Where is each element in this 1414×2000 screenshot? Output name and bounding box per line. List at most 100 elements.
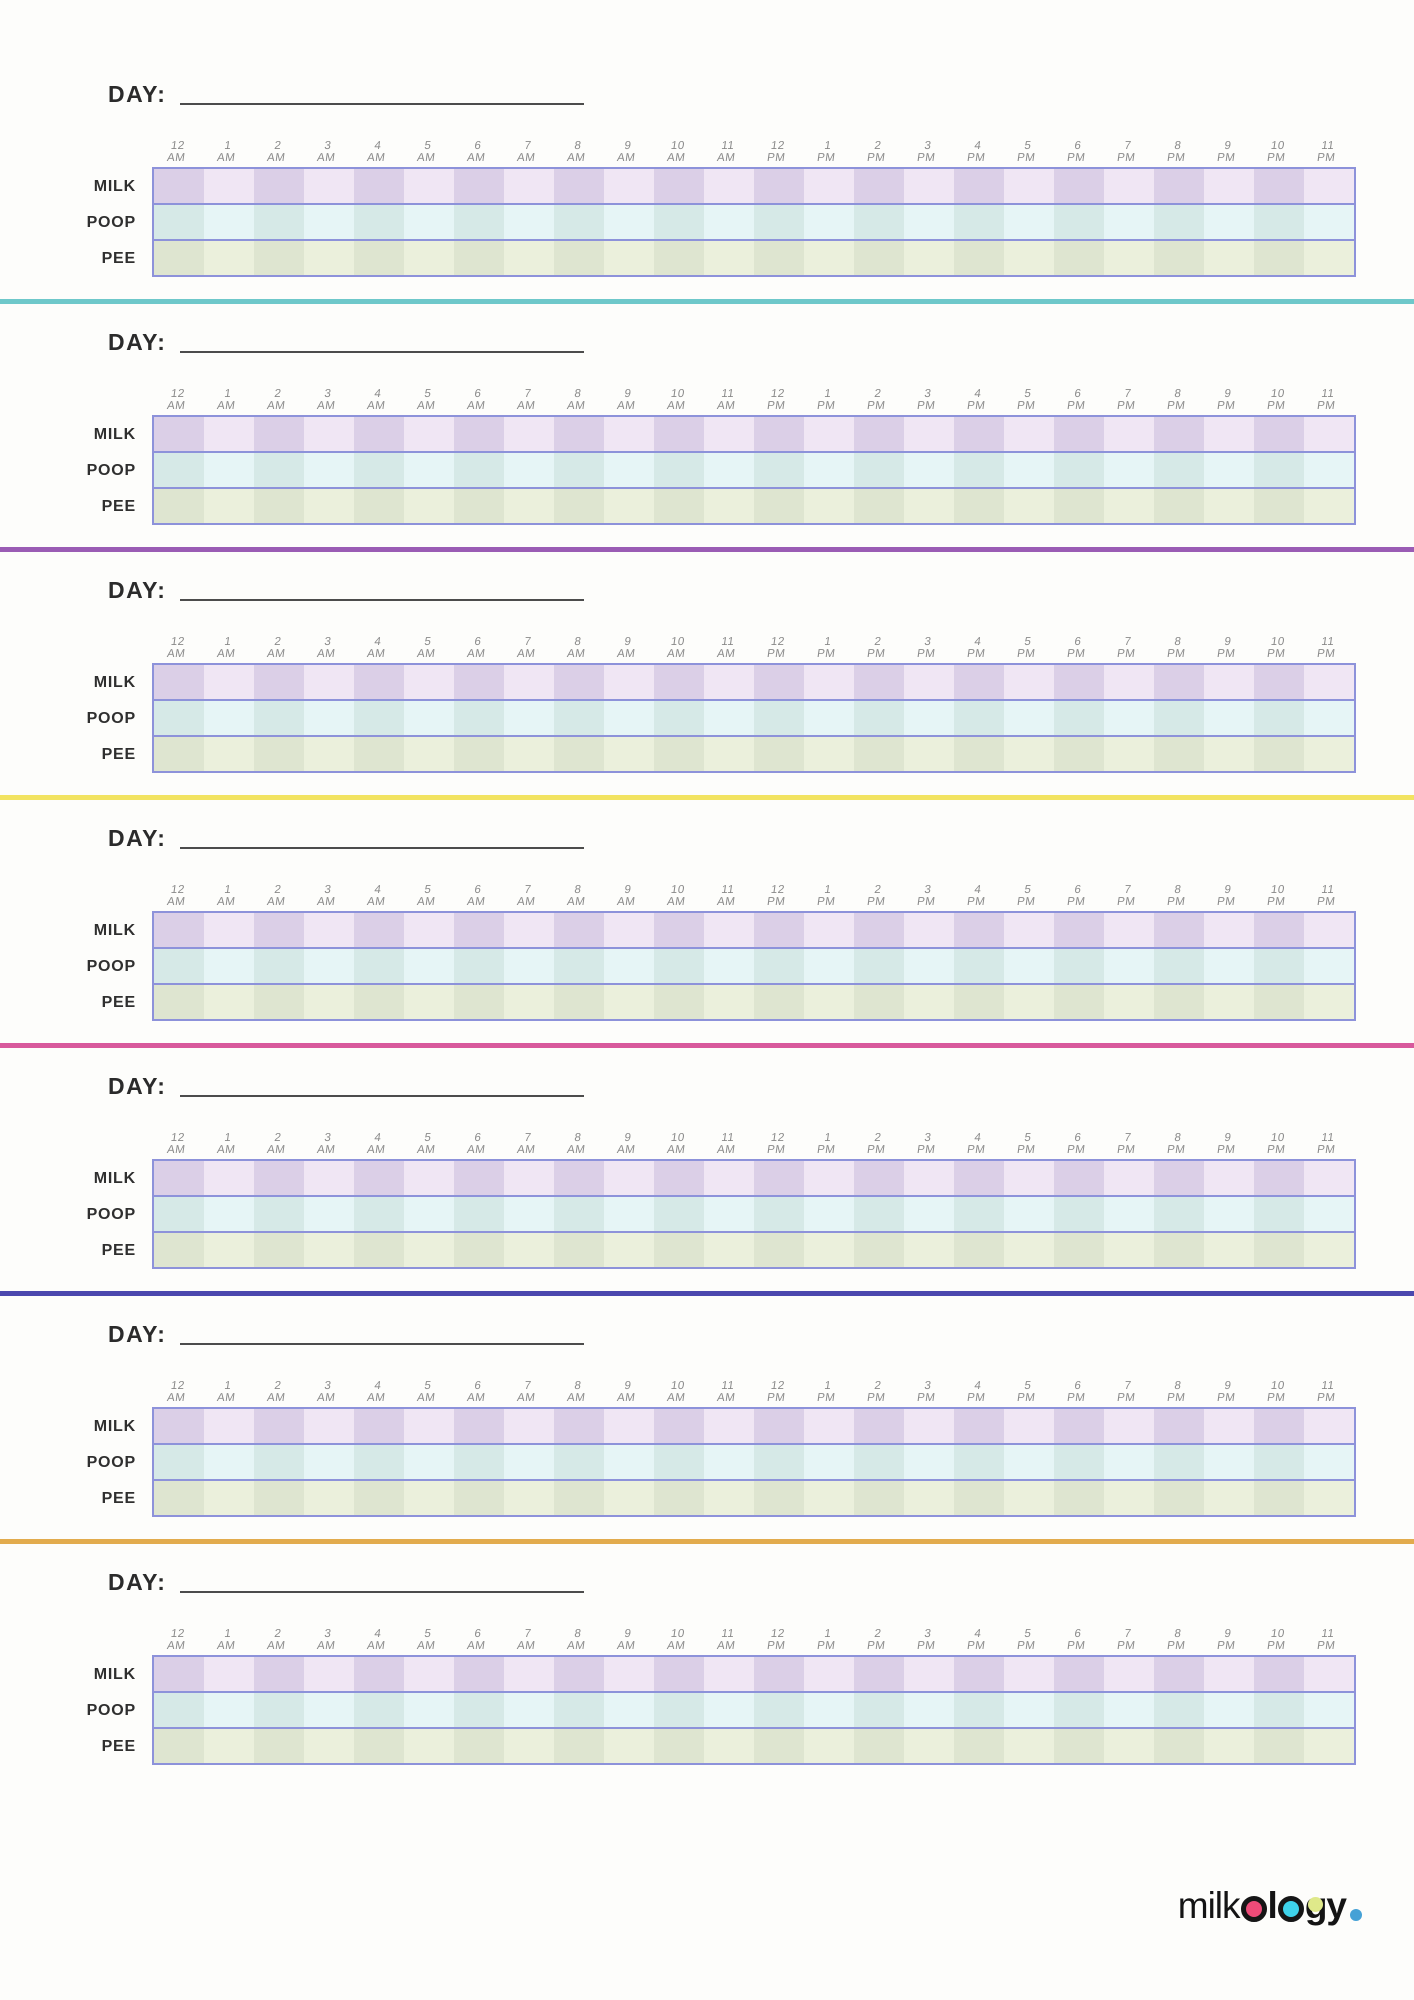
cell-poop-5pm[interactable] [1004,1693,1054,1727]
cell-milk-4pm[interactable] [954,417,1004,451]
cell-poop-6am[interactable] [454,1693,504,1727]
cell-milk-11pm[interactable] [1304,1161,1354,1195]
cell-milk-12pm[interactable] [754,1657,804,1691]
cell-milk-3am[interactable] [304,1161,354,1195]
cell-poop-2am[interactable] [254,949,304,983]
cell-milk-9am[interactable] [604,1657,654,1691]
cell-pee-9pm[interactable] [1204,241,1254,275]
cell-milk-11am[interactable] [704,1409,754,1443]
cell-pee-12pm[interactable] [754,1233,804,1267]
cell-pee-5pm[interactable] [1004,489,1054,523]
cell-pee-9am[interactable] [604,1233,654,1267]
cell-poop-8pm[interactable] [1154,701,1204,735]
cell-pee-9am[interactable] [604,1729,654,1763]
cell-pee-5pm[interactable] [1004,985,1054,1019]
cell-poop-5am[interactable] [404,701,454,735]
cell-poop-7pm[interactable] [1104,205,1154,239]
cell-poop-7pm[interactable] [1104,1693,1154,1727]
cell-pee-2am[interactable] [254,241,304,275]
cell-pee-9am[interactable] [604,241,654,275]
cell-pee-3pm[interactable] [904,1729,954,1763]
cell-poop-11am[interactable] [704,701,754,735]
cell-pee-1pm[interactable] [804,1233,854,1267]
cell-milk-10pm[interactable] [1254,1161,1304,1195]
cell-milk-5am[interactable] [404,913,454,947]
cell-poop-4pm[interactable] [954,949,1004,983]
cell-poop-2pm[interactable] [854,1693,904,1727]
cell-milk-6am[interactable] [454,913,504,947]
cell-pee-5am[interactable] [404,1729,454,1763]
cell-pee-8pm[interactable] [1154,241,1204,275]
cell-poop-5pm[interactable] [1004,1445,1054,1479]
cell-milk-1am[interactable] [204,169,254,203]
cell-pee-3pm[interactable] [904,985,954,1019]
cell-pee-8am[interactable] [554,1481,604,1515]
cell-milk-3pm[interactable] [904,665,954,699]
cell-milk-1pm[interactable] [804,665,854,699]
cell-milk-10pm[interactable] [1254,913,1304,947]
cell-poop-11am[interactable] [704,205,754,239]
cell-poop-1am[interactable] [204,701,254,735]
cell-pee-11pm[interactable] [1304,241,1354,275]
cell-poop-6am[interactable] [454,453,504,487]
cell-milk-2am[interactable] [254,1161,304,1195]
cell-milk-3pm[interactable] [904,1657,954,1691]
cell-poop-3am[interactable] [304,1693,354,1727]
cell-poop-11pm[interactable] [1304,1693,1354,1727]
cell-poop-4am[interactable] [354,1445,404,1479]
cell-poop-7am[interactable] [504,701,554,735]
cell-milk-4pm[interactable] [954,1161,1004,1195]
cell-milk-9pm[interactable] [1204,1657,1254,1691]
cell-pee-10am[interactable] [654,737,704,771]
cell-pee-6am[interactable] [454,489,504,523]
cell-pee-5pm[interactable] [1004,737,1054,771]
cell-pee-1am[interactable] [204,985,254,1019]
cell-poop-10pm[interactable] [1254,1197,1304,1231]
cell-pee-2pm[interactable] [854,241,904,275]
cell-pee-1am[interactable] [204,1233,254,1267]
cell-pee-3pm[interactable] [904,737,954,771]
cell-pee-8am[interactable] [554,1729,604,1763]
cell-milk-4am[interactable] [354,665,404,699]
cell-milk-6am[interactable] [454,1657,504,1691]
cell-milk-4am[interactable] [354,169,404,203]
cell-milk-10pm[interactable] [1254,665,1304,699]
cell-milk-3am[interactable] [304,169,354,203]
cell-pee-9pm[interactable] [1204,1729,1254,1763]
cell-pee-6pm[interactable] [1054,737,1104,771]
cell-pee-1am[interactable] [204,1729,254,1763]
cell-poop-3pm[interactable] [904,949,954,983]
cell-pee-10am[interactable] [654,489,704,523]
cell-poop-10am[interactable] [654,453,704,487]
cell-milk-12pm[interactable] [754,913,804,947]
cell-poop-10pm[interactable] [1254,1445,1304,1479]
cell-pee-7am[interactable] [504,1729,554,1763]
cell-milk-12am[interactable] [154,417,204,451]
cell-poop-6pm[interactable] [1054,1445,1104,1479]
cell-milk-4am[interactable] [354,417,404,451]
cell-milk-12am[interactable] [154,169,204,203]
cell-poop-1am[interactable] [204,949,254,983]
cell-pee-5pm[interactable] [1004,1481,1054,1515]
cell-milk-6am[interactable] [454,169,504,203]
cell-poop-3am[interactable] [304,701,354,735]
cell-pee-8am[interactable] [554,241,604,275]
cell-milk-1pm[interactable] [804,1409,854,1443]
day-input-line[interactable] [180,599,585,601]
cell-milk-8am[interactable] [554,1657,604,1691]
cell-pee-2pm[interactable] [854,985,904,1019]
cell-poop-11am[interactable] [704,453,754,487]
cell-poop-11pm[interactable] [1304,1197,1354,1231]
cell-pee-7pm[interactable] [1104,985,1154,1019]
cell-pee-11pm[interactable] [1304,1233,1354,1267]
cell-poop-7am[interactable] [504,453,554,487]
cell-milk-4am[interactable] [354,1409,404,1443]
cell-poop-5pm[interactable] [1004,701,1054,735]
cell-milk-6pm[interactable] [1054,417,1104,451]
cell-pee-1pm[interactable] [804,985,854,1019]
cell-pee-2pm[interactable] [854,489,904,523]
cell-pee-7pm[interactable] [1104,737,1154,771]
cell-milk-3am[interactable] [304,1409,354,1443]
cell-poop-2am[interactable] [254,1445,304,1479]
cell-poop-5am[interactable] [404,453,454,487]
